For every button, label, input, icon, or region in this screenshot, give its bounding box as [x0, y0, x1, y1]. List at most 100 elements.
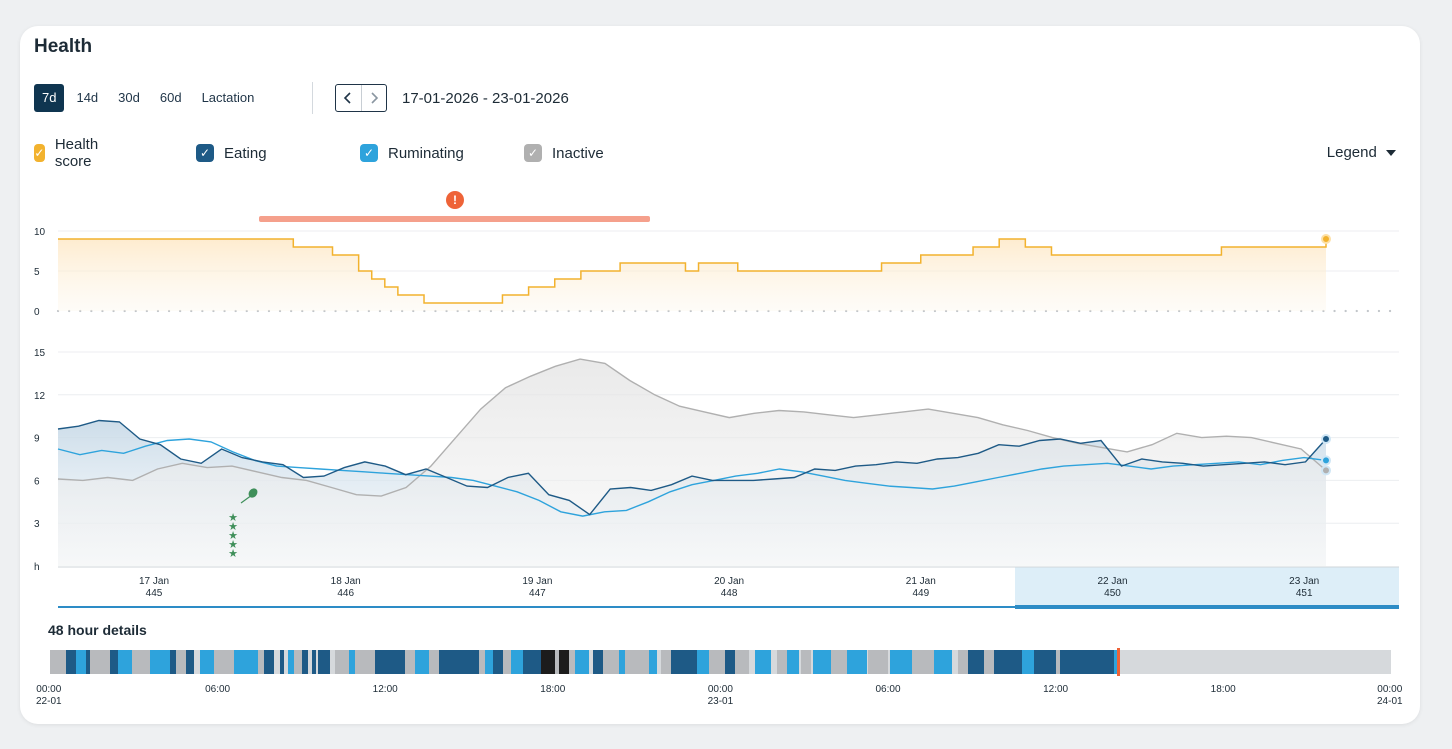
star-icon: ★ — [228, 539, 238, 551]
y-tick-label: 15 — [34, 348, 46, 359]
previous-period-button[interactable] — [336, 85, 361, 111]
timeline-tick-label: 00:00 24-01 — [1377, 684, 1403, 707]
day-label-date: 17 Jan — [139, 576, 169, 587]
checkbox-checked-icon: ✓ — [196, 144, 214, 162]
star-icon: ★ — [228, 521, 238, 533]
activity-segment — [1056, 650, 1060, 674]
activity-segment — [575, 650, 589, 674]
alert-icon[interactable]: ! — [446, 191, 464, 209]
period-30d-button[interactable]: 30d — [118, 90, 140, 105]
ruminating-line — [57, 438, 1327, 517]
day-label-number: 448 — [721, 588, 738, 599]
series-lines — [57, 238, 1327, 517]
activity-segment — [661, 650, 671, 674]
y-tick-label: 12 — [34, 391, 46, 402]
activity-segment — [725, 650, 735, 674]
page-title: Health — [34, 36, 93, 57]
calving-marker: ★ ★ ★ ★ ★ — [228, 488, 258, 560]
activity-segment — [318, 650, 330, 674]
activity-segment — [455, 650, 479, 674]
activity-segment — [984, 650, 994, 674]
activity-segment — [1084, 650, 1114, 674]
toggle-eating[interactable]: ✓ Eating — [196, 142, 267, 164]
y-tick-label: 6 — [34, 476, 40, 487]
activity-segment — [439, 650, 455, 674]
selected-range-highlight[interactable] — [1015, 567, 1399, 607]
activity-segment — [625, 650, 649, 674]
alert-period-bar[interactable] — [259, 216, 650, 222]
activity-segment — [280, 650, 284, 674]
eating-line — [57, 419, 1327, 516]
activity-segment — [302, 650, 308, 674]
timeline-tick-label: 12:00 — [1043, 684, 1069, 695]
checkbox-checked-icon: ✓ — [34, 144, 45, 162]
day-label-date: 20 Jan — [714, 576, 744, 587]
health-score-end-point — [1321, 234, 1331, 244]
star-icon: ★ — [228, 548, 238, 560]
activity-segment — [559, 650, 569, 674]
period-60d-button[interactable]: 60d — [159, 90, 182, 105]
activity-segment — [76, 650, 86, 674]
activity-segment — [1060, 650, 1084, 674]
timeline-tick-label: 00:00 23-01 — [707, 684, 734, 707]
activity-segment — [649, 650, 657, 674]
activity-segment — [150, 650, 170, 674]
48-hour-timeline[interactable] — [50, 648, 1391, 676]
activity-segment — [355, 650, 375, 674]
activity-segment — [934, 650, 952, 674]
toggle-label: Inactive — [552, 144, 604, 162]
activity-segment — [375, 650, 405, 674]
current-time-marker — [1117, 648, 1120, 676]
health-score-line — [58, 238, 1327, 304]
activity-segment — [214, 650, 234, 674]
activity-segment — [1022, 650, 1034, 674]
y-tick-label: 0 — [34, 307, 40, 318]
star-icon: ★ — [228, 512, 238, 524]
divider — [312, 82, 313, 114]
activity-segment — [70, 650, 76, 674]
activity-segment — [777, 650, 787, 674]
legend-dropdown-button[interactable]: Legend — [1327, 144, 1396, 161]
activity-segment — [555, 650, 559, 674]
ruminating-end-point — [1321, 455, 1331, 466]
period-7d-button[interactable]: 7d — [34, 84, 65, 112]
day-label-date: 19 Jan — [522, 576, 552, 587]
day-label-number: 446 — [337, 588, 354, 599]
activity-segment — [603, 650, 619, 674]
activity-segment — [429, 650, 439, 674]
activity-segment — [503, 650, 511, 674]
period-14d-button[interactable]: 14d — [76, 90, 99, 105]
series-areas — [58, 239, 1326, 566]
y-tick-label: 3 — [34, 519, 40, 530]
health-score-area — [58, 239, 1326, 311]
activity-segment — [890, 650, 912, 674]
activity-segment — [912, 650, 934, 674]
activity-segment — [288, 650, 294, 674]
checkbox-checked-icon: ✓ — [524, 144, 542, 162]
activity-segment — [619, 650, 625, 674]
period-lactation-button[interactable]: Lactation — [201, 90, 255, 105]
y-axis-labels: 10 5 0 15 12 9 6 3 h — [34, 227, 46, 573]
toggle-inactive[interactable]: ✓ Inactive — [524, 142, 604, 164]
eating-end-point — [1321, 434, 1331, 445]
activity-segment — [90, 650, 110, 674]
period-selector: 7d 14d 30d 60d Lactation — [34, 84, 266, 112]
y-tick-label: h — [34, 562, 40, 573]
toggle-ruminating[interactable]: ✓ Ruminating — [360, 142, 464, 164]
activity-segment — [234, 650, 258, 674]
day-label-date: 22 Jan — [1097, 576, 1127, 587]
next-period-button[interactable] — [360, 85, 387, 111]
activity-segment — [50, 650, 66, 674]
activity-segment — [787, 650, 799, 674]
activity-segment — [485, 650, 493, 674]
y-tick-label: 5 — [34, 267, 40, 278]
activity-segment — [958, 650, 970, 674]
day-label-number: 451 — [1296, 588, 1313, 599]
leaf-icon — [248, 488, 258, 498]
toggle-health-score[interactable]: ✓ Health score — [34, 136, 105, 170]
activity-segment — [709, 650, 725, 674]
series-end-markers — [1321, 234, 1331, 476]
timeline-tick-label: 00:00 22-01 — [36, 684, 62, 707]
activity-segment — [66, 650, 70, 674]
activity-segment — [335, 650, 349, 674]
